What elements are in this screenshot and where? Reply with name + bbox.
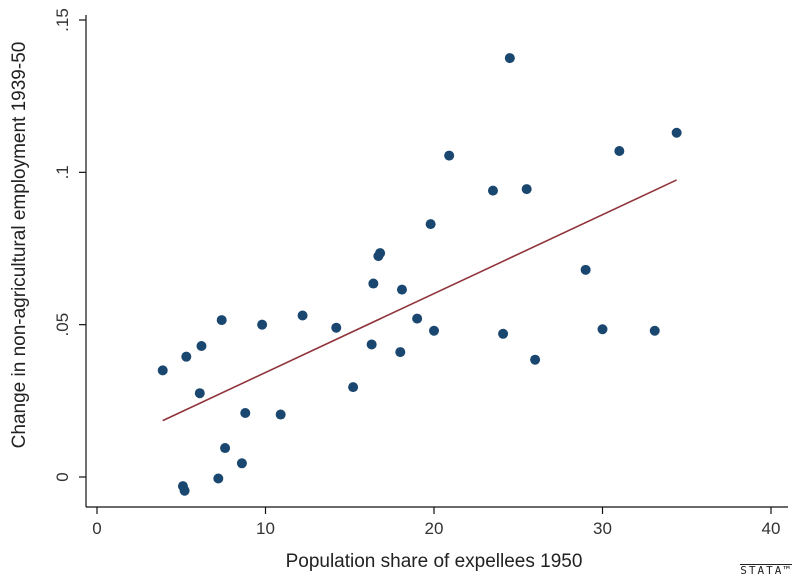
- data-point: [236, 458, 247, 469]
- data-point: [275, 409, 286, 420]
- points-group: [157, 53, 682, 496]
- data-point: [597, 324, 608, 335]
- data-point: [368, 278, 379, 289]
- y-axis-title: Change in non-agricultural employment 19…: [9, 42, 30, 449]
- data-point: [297, 310, 308, 321]
- data-point: [348, 382, 359, 393]
- data-point: [194, 388, 205, 399]
- data-point: [444, 150, 455, 161]
- y-tick-label: .05: [53, 313, 72, 337]
- data-point: [412, 313, 423, 324]
- data-point: [331, 322, 342, 333]
- data-point: [649, 325, 660, 336]
- data-point: [504, 53, 515, 64]
- data-point: [375, 248, 386, 259]
- data-point: [521, 184, 532, 195]
- data-point: [487, 185, 498, 196]
- plot-area: 0 10 20 30 40 0 .05 .1 .15: [53, 8, 788, 538]
- x-ticks: 0 10 20 30 40: [92, 507, 780, 538]
- data-point: [196, 340, 207, 351]
- data-point: [240, 408, 251, 419]
- data-point: [179, 485, 190, 496]
- data-point: [395, 347, 406, 358]
- data-point: [671, 127, 682, 138]
- data-point: [425, 219, 436, 230]
- stata-watermark: STATA™: [740, 564, 792, 577]
- data-point: [216, 315, 227, 326]
- data-point: [157, 365, 168, 376]
- data-point: [181, 351, 192, 362]
- x-tick-label: 20: [425, 519, 444, 538]
- data-point: [220, 443, 231, 454]
- y-ticks: 0 .05 .1 .15: [53, 8, 86, 482]
- y-tick-label: 0: [53, 472, 72, 481]
- fitted-line: [162, 179, 677, 422]
- x-axis-title: Population share of expellees 1950: [286, 551, 583, 572]
- data-point: [366, 339, 377, 350]
- data-point: [257, 319, 268, 330]
- x-tick-label: 0: [92, 519, 101, 538]
- data-point: [396, 284, 407, 295]
- data-point: [213, 473, 224, 484]
- y-tick-label: .1: [53, 165, 72, 179]
- x-tick-label: 40: [762, 519, 781, 538]
- y-tick-label: .15: [53, 8, 72, 32]
- data-point: [530, 354, 541, 365]
- x-tick-label: 10: [256, 519, 275, 538]
- fit-line-group: [162, 179, 677, 422]
- data-point: [614, 146, 625, 157]
- data-point: [580, 264, 591, 275]
- data-point: [498, 328, 509, 339]
- x-tick-label: 30: [593, 519, 612, 538]
- data-point: [429, 325, 439, 336]
